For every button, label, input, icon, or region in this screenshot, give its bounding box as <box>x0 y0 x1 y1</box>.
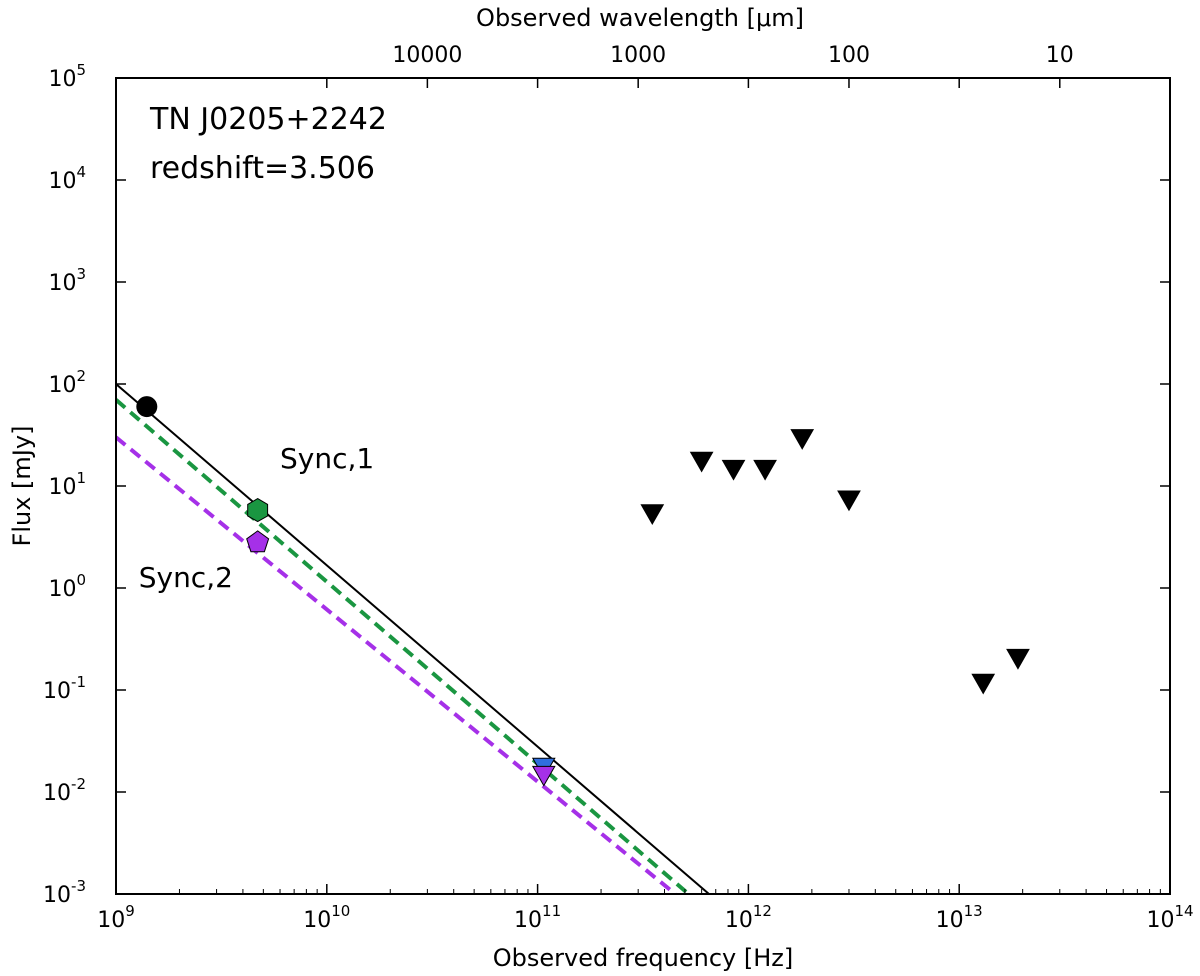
upper-limit-marker <box>689 451 714 473</box>
sync-1-point <box>247 498 269 523</box>
y-tick-label: 102 <box>48 367 86 398</box>
top-axis-label: Observed wavelength [μm] <box>476 4 804 32</box>
sync-2-point <box>246 530 270 553</box>
upper-limit-marker <box>640 504 665 526</box>
upper-limit-marker <box>753 459 777 481</box>
sync-1-fit-line <box>116 398 690 894</box>
radio-point <box>136 396 158 418</box>
x-tick-label: 1011 <box>514 902 561 933</box>
upper-limit-marker <box>837 490 861 512</box>
top-tick-label: 10000 <box>392 43 462 68</box>
y-tick-label: 105 <box>48 61 86 92</box>
top-tick-label: 1000 <box>610 43 666 68</box>
plot-frame <box>115 77 1171 895</box>
chart-subtitle: redshift=3.506 <box>150 151 375 186</box>
sync-2-label: Sync,2 <box>139 561 233 594</box>
sync-2-fit-line <box>116 435 677 894</box>
upper-limit-marker <box>790 429 815 450</box>
y-axis-label: Flux [mJy] <box>8 426 36 547</box>
upper-limit-marker <box>531 765 556 787</box>
series-layer <box>116 383 1030 894</box>
upper-limit-marker <box>1006 648 1030 670</box>
top-tick-label: 10 <box>1046 43 1074 68</box>
chart-title: TN J0205+2242 <box>149 102 387 137</box>
sync-1-label: Sync,1 <box>280 442 374 475</box>
total-fit-line <box>116 383 710 894</box>
top-tick-label: 100 <box>828 43 870 68</box>
upper-limit-marker <box>971 673 996 695</box>
x-axis-label: Observed frequency [Hz] <box>493 944 793 972</box>
upper-limit-marker <box>721 459 746 481</box>
